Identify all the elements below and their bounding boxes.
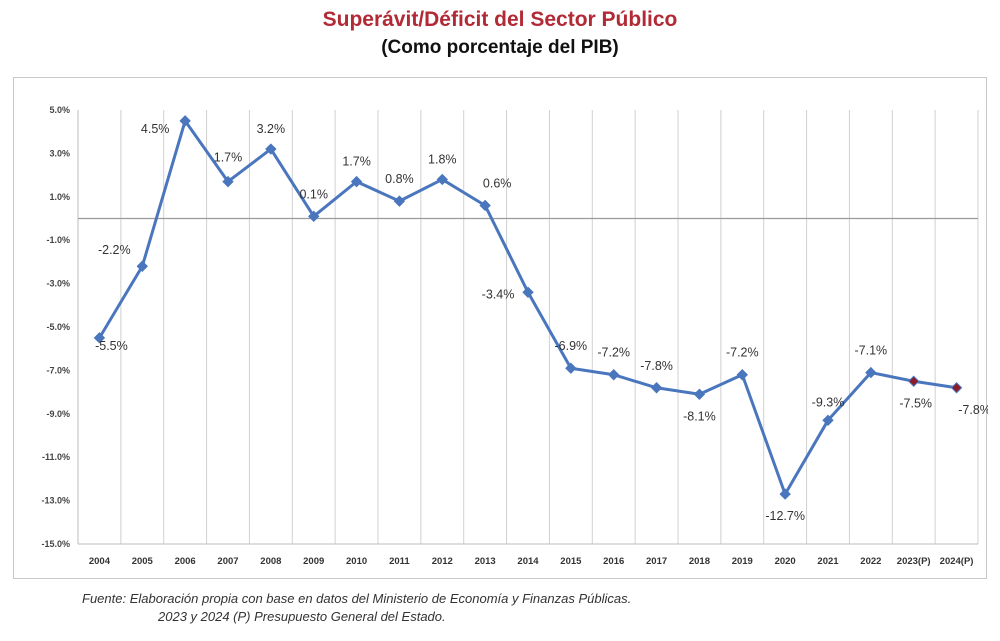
data-point: [865, 366, 877, 379]
x-tick-label: 2019: [732, 556, 753, 567]
chart-frame: 5.0% 3.0% 1.0% -1.0% -3.0% -5.0% -7.0% -9.0% -11…: [13, 77, 988, 579]
data-label: -12.7%: [765, 509, 805, 523]
x-tick-label: 2012: [432, 556, 453, 567]
data-label: 1.8%: [428, 152, 457, 166]
y-tick-label: 3.0%: [49, 148, 70, 158]
x-tick-label: 2022: [860, 556, 881, 567]
data-point: [650, 382, 663, 394]
y-tick-label: -1.0%: [46, 235, 70, 245]
data-point: [608, 369, 620, 381]
data-label: -6.9%: [555, 339, 588, 353]
y-tick-label: -5.0%: [46, 322, 70, 332]
x-tick-label: 2010: [346, 556, 367, 567]
data-label: -5.5%: [95, 339, 128, 353]
x-tick-label: 2006: [175, 556, 196, 567]
data-point: [908, 375, 920, 387]
x-tick-label: 2015: [560, 556, 582, 567]
data-label: 1.7%: [214, 151, 243, 165]
data-point: [350, 175, 363, 188]
x-tick-label: 2020: [775, 556, 796, 567]
x-tick-label: 2008: [260, 556, 281, 567]
chart-subtitle: (Como porcentaje del PIB): [381, 37, 619, 58]
y-tick-label: 1.0%: [49, 192, 70, 202]
data-point: [308, 210, 320, 223]
data-point: [136, 260, 148, 272]
data-point: [736, 369, 748, 381]
data-label: -7.1%: [855, 344, 888, 358]
data-point: [222, 175, 234, 188]
data-label: 1.7%: [342, 155, 371, 169]
y-tick-label: 5.0%: [49, 105, 70, 115]
data-point: [565, 362, 577, 374]
data-point: [693, 388, 706, 400]
x-tick-label: 2013: [475, 556, 496, 567]
data-label: -8.1%: [683, 409, 716, 423]
x-tick-label: 2018: [689, 556, 710, 567]
data-label: -3.4%: [482, 287, 515, 301]
data-label: -7.2%: [597, 346, 630, 360]
data-label: -9.3%: [812, 395, 845, 409]
data-point: [479, 199, 491, 212]
data-label: -7.5%: [899, 396, 932, 410]
data-point: [393, 195, 406, 207]
data-label: 3.2%: [257, 122, 286, 136]
y-tick-label: -7.0%: [46, 365, 70, 375]
x-tick-label: 2009: [303, 556, 324, 567]
data-point: [179, 115, 191, 127]
data-point: [522, 286, 534, 298]
data-label: 0.8%: [385, 172, 414, 186]
x-tick-label: 2023(P): [897, 556, 931, 567]
x-tick-label: 2011: [389, 556, 410, 567]
data-point: [93, 332, 106, 344]
chart-title: Superávit/Déficit del Sector Público: [322, 8, 678, 31]
y-tick-label: -9.0%: [46, 409, 70, 419]
x-tick-label: 2016: [603, 556, 624, 567]
data-label: -7.8%: [640, 359, 673, 373]
data-label: 0.1%: [299, 187, 328, 201]
data-point: [265, 143, 277, 155]
data-label: 4.5%: [141, 122, 170, 136]
y-tick-label: -11.0%: [42, 452, 70, 462]
data-label: 0.6%: [483, 176, 512, 190]
data-point: [822, 414, 834, 427]
source-line-1: Fuente: Elaboración propia con base en d…: [82, 591, 632, 606]
y-tick-label: -15.0%: [41, 539, 70, 549]
x-tick-label: 2004: [89, 556, 111, 567]
y-tick-label: -13.0%: [41, 496, 70, 506]
line-chart: 5.0% 3.0% 1.0% -1.0% -3.0% -5.0% -7.0% -9.0% -11…: [41, 105, 988, 567]
x-tick-label: 2017: [646, 556, 667, 567]
data-label: -7.2%: [726, 346, 759, 360]
data-point: [950, 382, 963, 394]
x-tick-label: 2021: [817, 556, 839, 567]
y-tick-label: -3.0%: [46, 279, 70, 289]
data-point: [779, 488, 791, 500]
x-tick-label: 2005: [132, 556, 154, 567]
x-tick-label: 2024(P): [940, 556, 974, 567]
data-point: [436, 173, 448, 186]
source-note: Fuente: Elaboración propia con base en d…: [82, 590, 631, 626]
data-label: -2.2%: [98, 243, 131, 257]
source-line-2: 2023 y 2024 (P) Presupuesto General del …: [158, 609, 446, 624]
data-label: -7.8%: [958, 403, 988, 417]
x-tick-label: 2014: [517, 556, 539, 567]
x-tick-label: 2007: [217, 556, 238, 567]
